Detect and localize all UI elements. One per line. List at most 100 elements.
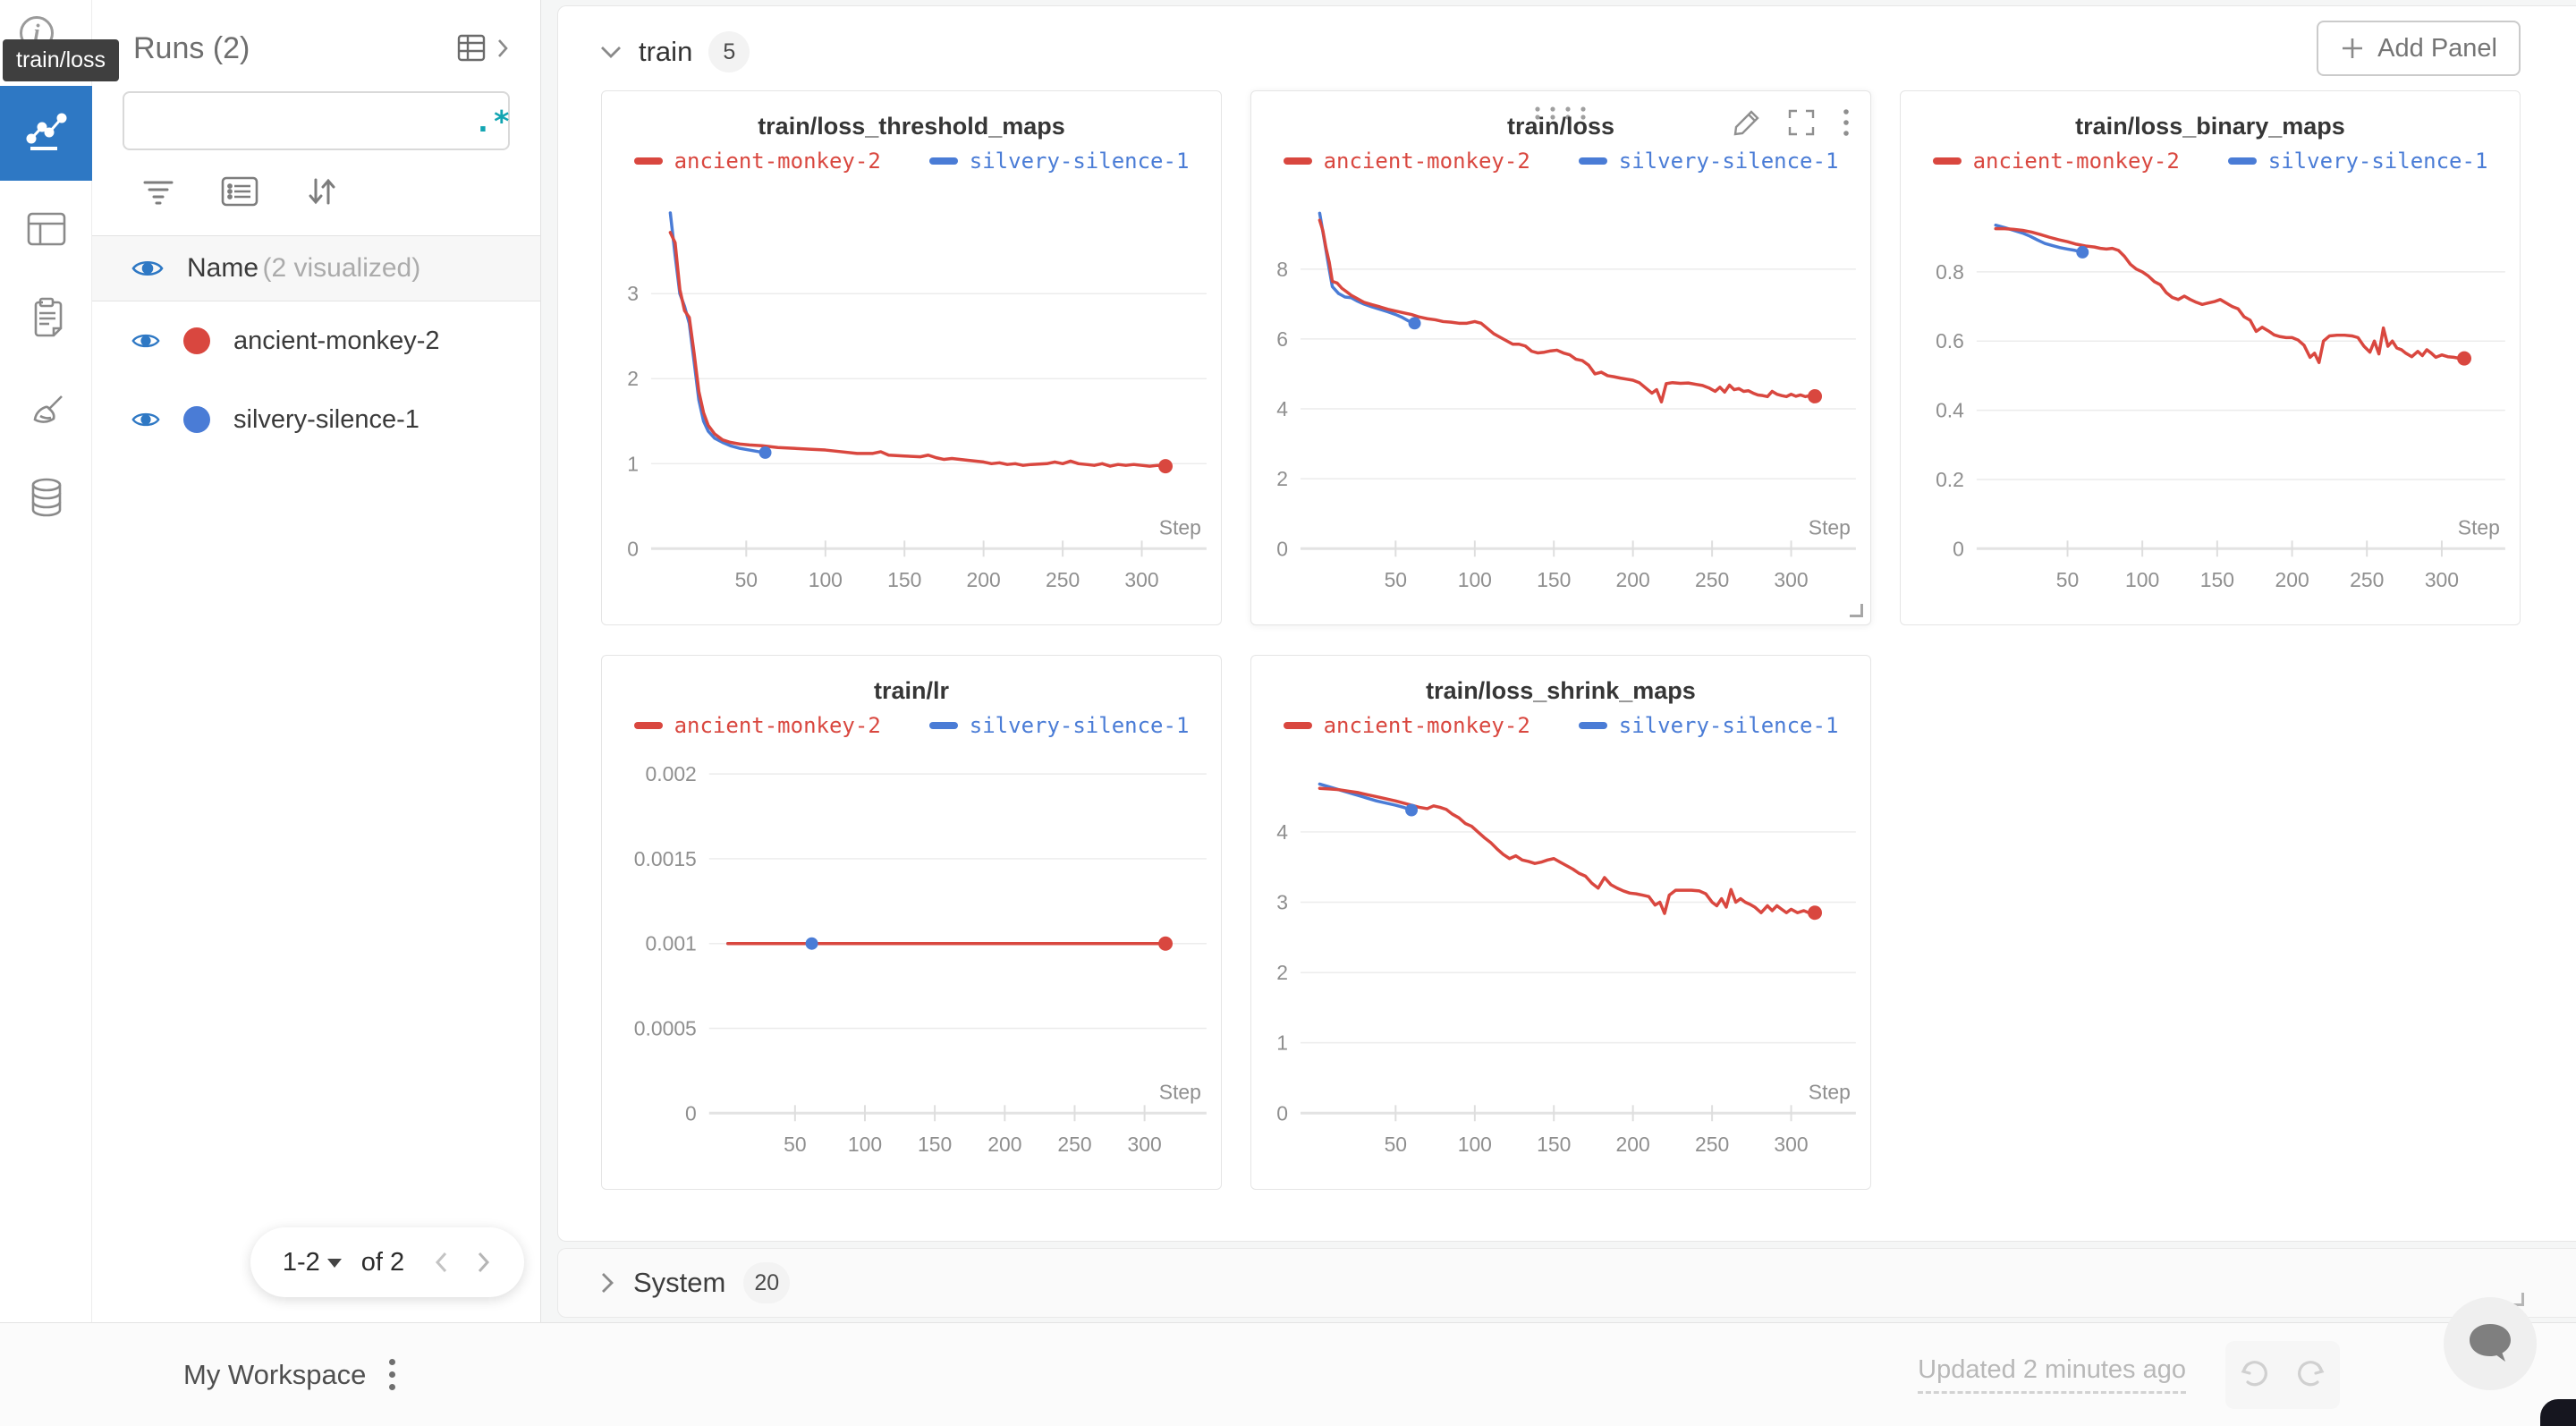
chart-legend: ancient-monkey-2 silvery-silence-1: [1251, 149, 1870, 174]
legend-swatch-blue: [1578, 722, 1607, 729]
legend-swatch-red: [1283, 722, 1312, 729]
line-chart-plot[interactable]: 0 1 2 3 50 100 150 200 250 300 Step: [602, 91, 1221, 624]
svg-text:100: 100: [1458, 568, 1492, 591]
line-chart-plot[interactable]: 0 0.0005 0.001 0.0015 0.002 50 100 150 200 250 300…: [602, 656, 1221, 1189]
run-name[interactable]: silvery-silence-1: [233, 404, 419, 434]
section-label: System: [633, 1267, 726, 1298]
expand-runs-table-button[interactable]: [456, 30, 510, 66]
add-panel-button[interactable]: Add Panel: [2317, 21, 2521, 76]
svg-text:300: 300: [1128, 1133, 1162, 1156]
chat-support-button[interactable]: [2444, 1297, 2537, 1390]
legend-item[interactable]: silvery-silence-1: [928, 149, 1189, 174]
next-page-button[interactable]: [474, 1249, 492, 1276]
visibility-eye-icon[interactable]: [131, 330, 160, 352]
chart-title: train/loss: [1506, 113, 1615, 140]
svg-text:4: 4: [1276, 397, 1288, 420]
svg-text:Step: Step: [1809, 515, 1851, 539]
chart-panel-loss-shrink-maps[interactable]: 0 1 2 3 4 50 100 150 200 250 300 Step train/loss_sh…: [1250, 655, 1871, 1190]
legend-item[interactable]: ancient-monkey-2: [1932, 149, 2180, 174]
edit-pencil-icon[interactable]: [1733, 108, 1761, 137]
chart-legend: ancient-monkey-2 silvery-silence-1: [1901, 149, 2520, 174]
legend-swatch-red: [633, 157, 663, 165]
run-search-input[interactable]: [151, 106, 474, 135]
legend-item[interactable]: silvery-silence-1: [1578, 149, 1838, 174]
section-label: train: [639, 36, 693, 67]
svg-text:3: 3: [1276, 890, 1288, 913]
undo-button[interactable]: [2225, 1358, 2283, 1392]
svg-text:0: 0: [1276, 1101, 1288, 1125]
runs-count-title: Runs (2): [133, 30, 250, 65]
name-column-label: Name: [187, 253, 259, 283]
legend-item[interactable]: ancient-monkey-2: [633, 713, 881, 738]
broom-icon: [24, 389, 69, 438]
redo-button[interactable]: [2283, 1358, 2340, 1392]
kebab-menu-icon[interactable]: [1842, 107, 1851, 138]
svg-text:0.6: 0.6: [1936, 329, 1964, 352]
updated-timestamp: Updated 2 minutes ago: [1918, 1355, 2186, 1394]
rail-item-sweeps[interactable]: [0, 386, 92, 440]
chat-bubble-icon: [2470, 1324, 2511, 1362]
legend-item[interactable]: silvery-silence-1: [2227, 149, 2487, 174]
svg-text:150: 150: [2200, 568, 2234, 591]
system-section-header[interactable]: System 20: [557, 1248, 2576, 1318]
legend-swatch-red: [1932, 157, 1962, 165]
svg-text:100: 100: [2125, 568, 2159, 591]
line-chart-plot[interactable]: 0 1 2 3 4 50 100 150 200 250 300 Step: [1251, 656, 1870, 1189]
legend-item[interactable]: ancient-monkey-2: [1283, 713, 1530, 738]
corner-widget: [2540, 1399, 2576, 1426]
fullscreen-icon[interactable]: [1786, 107, 1817, 138]
chart-panel-loss-binary-maps[interactable]: 0 0.2 0.4 0.6 0.8 50 100 150 200 250 300 Step train…: [1900, 90, 2521, 625]
legend-item[interactable]: silvery-silence-1: [1578, 713, 1838, 738]
rail-item-workspace[interactable]: [0, 86, 92, 181]
panel-count-badge: 20: [743, 1262, 791, 1303]
svg-text:0.2: 0.2: [1936, 468, 1964, 491]
pagination-range-dropdown[interactable]: 1-2: [283, 1248, 342, 1277]
runs-pagination: 1-2 of 2: [250, 1227, 524, 1297]
legend-swatch-red: [633, 722, 663, 729]
prev-page-button[interactable]: [433, 1249, 451, 1276]
runs-sidebar: Runs (2) .*: [92, 0, 541, 1322]
chart-panel-lr[interactable]: 0 0.0005 0.001 0.0015 0.002 50 100 150 200 250 300…: [601, 655, 1222, 1190]
drag-handle-icon[interactable]: [1533, 106, 1589, 124]
run-name[interactable]: ancient-monkey-2: [233, 326, 440, 355]
run-color-dot: [183, 406, 210, 433]
svg-text:0.4: 0.4: [1936, 399, 1964, 422]
rail-item-logs[interactable]: [0, 292, 92, 345]
legend-item[interactable]: ancient-monkey-2: [1283, 149, 1530, 174]
svg-text:0: 0: [1953, 537, 1964, 560]
visibility-eye-icon[interactable]: [131, 409, 160, 430]
train-section-header[interactable]: train 5: [558, 6, 2576, 72]
group-list-icon[interactable]: [221, 176, 258, 211]
legend-item[interactable]: ancient-monkey-2: [633, 149, 881, 174]
section-resize-handle[interactable]: [2511, 1293, 2524, 1306]
run-row-ancient-monkey-2[interactable]: ancient-monkey-2: [92, 301, 540, 380]
chart-panel-loss-threshold-maps[interactable]: 0 1 2 3 50 100 150 200 250 300 Step train/loss_thr…: [601, 90, 1222, 625]
regex-toggle-icon[interactable]: .*: [474, 103, 512, 139]
svg-text:1: 1: [627, 452, 639, 475]
svg-text:50: 50: [2056, 568, 2079, 591]
svg-text:0: 0: [1276, 537, 1288, 560]
visibility-eye-icon[interactable]: [131, 257, 164, 280]
panel-resize-handle[interactable]: [1850, 604, 1863, 617]
filter-icon[interactable]: [142, 177, 174, 210]
history-controls: [2225, 1340, 2340, 1409]
legend-swatch-blue: [928, 722, 958, 729]
rail-item-artifacts[interactable]: [0, 472, 92, 526]
svg-text:1: 1: [1276, 1031, 1288, 1055]
line-chart-plot[interactable]: 0 2 4 6 8 50 100 150 200 250 300 Step: [1251, 91, 1870, 624]
svg-text:150: 150: [1537, 1133, 1571, 1156]
legend-swatch-blue: [1578, 157, 1607, 165]
svg-text:Step: Step: [1159, 1080, 1201, 1103]
plus-icon: [2343, 38, 2363, 58]
legend-item[interactable]: silvery-silence-1: [928, 713, 1189, 738]
workspace-menu-button[interactable]: [389, 1359, 396, 1390]
svg-text:250: 250: [1046, 568, 1080, 591]
runs-name-header[interactable]: Name (2 visualized): [92, 235, 540, 301]
rail-item-table[interactable]: [0, 204, 92, 258]
run-row-silvery-silence-1[interactable]: silvery-silence-1: [92, 380, 540, 459]
line-chart-plot[interactable]: 0 0.2 0.4 0.6 0.8 50 100 150 200 250 300 Step: [1901, 91, 2520, 624]
sort-icon[interactable]: [305, 175, 337, 212]
chart-panel-loss[interactable]: 0 2 4 6 8 50 100 150 200 250 300 Step train/loss an…: [1250, 90, 1871, 625]
clipboard-icon: [25, 295, 68, 343]
app-shell: i: [0, 0, 2576, 1322]
